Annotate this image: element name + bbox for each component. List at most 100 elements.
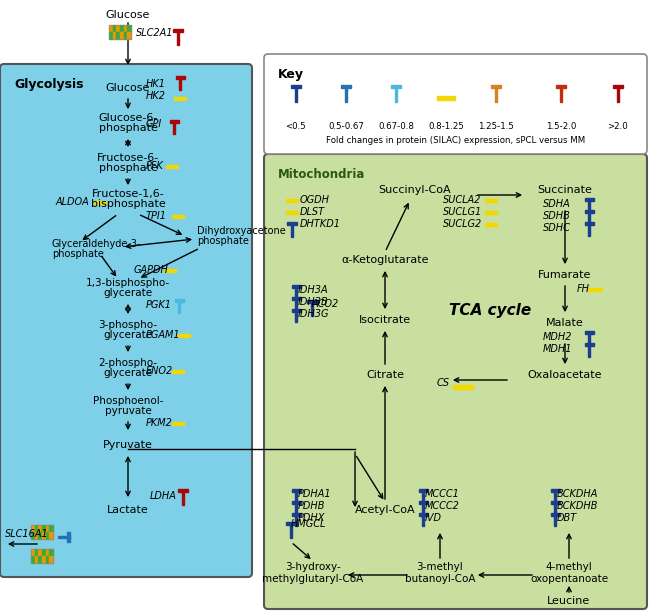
Text: TPI1: TPI1 [146, 211, 167, 221]
Text: 3-hydroxy-: 3-hydroxy- [285, 562, 341, 572]
Bar [307, 300, 317, 303]
Text: butanoyl-CoA: butanoyl-CoA [405, 574, 475, 584]
Bar [295, 516, 297, 526]
Text: Acetyl-CoA: Acetyl-CoA [355, 505, 415, 515]
Text: ACO2: ACO2 [312, 299, 339, 309]
Bar [42, 556, 46, 563]
Bar [179, 79, 181, 90]
Text: HMGCL: HMGCL [291, 519, 326, 529]
Text: Lactate: Lactate [107, 505, 149, 515]
Bar [178, 489, 188, 492]
Bar [291, 85, 301, 88]
Bar [295, 312, 297, 322]
Bar [287, 222, 297, 225]
Bar [174, 299, 183, 302]
Bar [46, 556, 49, 563]
Text: α-Ketoglutarate: α-Ketoglutarate [341, 255, 429, 265]
Text: SDHC: SDHC [543, 223, 571, 233]
Bar [291, 489, 300, 492]
Bar [178, 334, 190, 337]
Bar [174, 97, 186, 100]
Text: Fructose-6-: Fructose-6- [97, 153, 159, 163]
Text: PGAM1: PGAM1 [146, 330, 181, 340]
Bar [34, 532, 38, 539]
Text: HK2: HK2 [146, 91, 166, 101]
Text: 1.25-1.5: 1.25-1.5 [478, 122, 514, 131]
Text: 3-methyl: 3-methyl [417, 562, 463, 572]
Bar [491, 85, 501, 88]
Bar [124, 25, 127, 32]
Bar [485, 211, 497, 213]
Bar [38, 556, 42, 563]
Text: HK1: HK1 [146, 79, 166, 89]
Bar [495, 88, 497, 102]
Text: 4-methyl: 4-methyl [545, 562, 592, 572]
Text: OGDH: OGDH [300, 195, 330, 205]
Bar [554, 492, 556, 502]
Bar [170, 120, 179, 123]
Text: Succinate: Succinate [538, 185, 592, 195]
Bar [164, 268, 176, 271]
Bar [584, 222, 593, 225]
Bar [109, 32, 112, 39]
Text: SDHA: SDHA [543, 199, 571, 209]
Bar [173, 123, 175, 134]
Bar [422, 492, 424, 502]
Text: methylglutaryl-CoA: methylglutaryl-CoA [263, 574, 363, 584]
Bar [485, 222, 497, 225]
Text: MDH1: MDH1 [543, 344, 573, 354]
Bar [419, 513, 428, 516]
Bar [286, 211, 298, 213]
Text: Succinyl-CoA: Succinyl-CoA [379, 185, 451, 195]
Text: MDH2: MDH2 [543, 332, 573, 342]
Bar [172, 422, 184, 425]
Text: PDHA1: PDHA1 [298, 489, 332, 499]
Bar [38, 525, 42, 532]
Bar [584, 198, 593, 201]
Text: FH: FH [577, 284, 590, 294]
Text: Glucose-6-: Glucose-6- [98, 113, 158, 123]
Text: Fold changes in protein (SILAC) expression, sPCL versus MM: Fold changes in protein (SILAC) expressi… [326, 136, 585, 145]
Text: >2.0: >2.0 [608, 122, 629, 131]
Bar [588, 201, 590, 212]
Bar [290, 525, 292, 538]
Text: 0.67-0.8: 0.67-0.8 [378, 122, 414, 131]
Text: MCCC1: MCCC1 [425, 489, 460, 499]
Text: glycerate: glycerate [103, 288, 153, 298]
Bar [31, 525, 34, 532]
Bar [178, 302, 180, 313]
Text: phosphate: phosphate [52, 249, 104, 259]
Bar [588, 288, 602, 290]
Text: Leucine: Leucine [547, 596, 591, 606]
Text: DLST: DLST [300, 207, 325, 217]
Bar [485, 199, 497, 202]
Text: 0.8-1.25: 0.8-1.25 [428, 122, 464, 131]
Text: Dihydroxyacetone: Dihydroxyacetone [197, 226, 286, 236]
Text: Malate: Malate [546, 318, 584, 328]
Bar [291, 501, 300, 504]
Bar [127, 25, 131, 32]
Text: SUCLG2: SUCLG2 [443, 219, 482, 229]
Bar [341, 85, 351, 88]
Bar [551, 489, 560, 492]
Bar [295, 300, 297, 310]
Bar [560, 88, 562, 102]
Text: GPI: GPI [146, 119, 162, 129]
Text: 3-phospho-: 3-phospho- [98, 320, 157, 330]
Text: PDHB: PDHB [298, 501, 326, 511]
Text: 0.5-0.67: 0.5-0.67 [328, 122, 364, 131]
Bar [291, 513, 300, 516]
Text: 2-phospho-: 2-phospho- [98, 358, 157, 368]
Bar [112, 25, 116, 32]
Bar [46, 549, 49, 556]
Text: Phosphoenol-: Phosphoenol- [93, 396, 163, 406]
Bar [286, 199, 298, 202]
Bar [31, 532, 34, 539]
Bar [127, 32, 131, 39]
Bar [551, 501, 560, 504]
Text: oxopentanoate: oxopentanoate [530, 574, 608, 584]
Bar [311, 303, 313, 316]
Bar [109, 25, 131, 39]
Text: SLC2A1: SLC2A1 [136, 28, 174, 38]
Bar [31, 525, 53, 539]
